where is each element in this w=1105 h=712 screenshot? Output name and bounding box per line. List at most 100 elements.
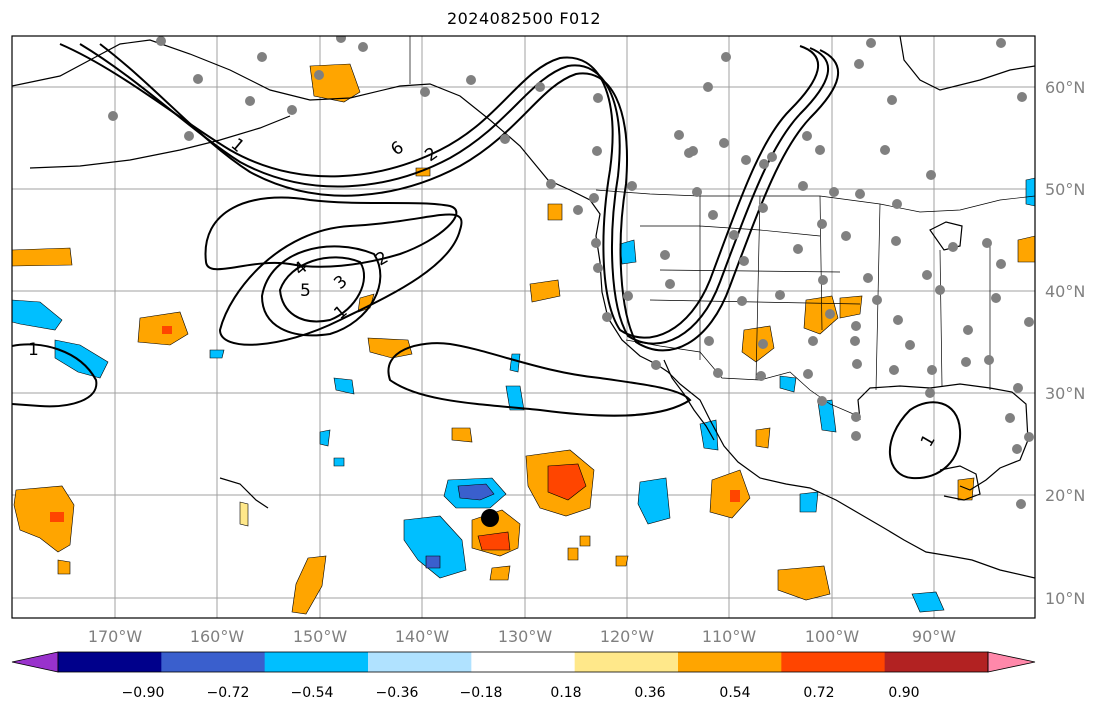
positive-anomaly-region (567, 547, 579, 561)
negative-strong-region (425, 555, 441, 569)
contour-low-ring-3 (218, 213, 463, 346)
positive-strong-region (50, 512, 64, 522)
contour-label: 1 (28, 340, 39, 360)
lon-label: 170°W (88, 627, 143, 646)
positive-light-region (239, 501, 249, 527)
lat-label: 30°N (1045, 384, 1085, 403)
us-canada-border (595, 189, 1035, 213)
aleutian-chain (29, 115, 291, 169)
coastlines (12, 36, 1035, 579)
contour-label: 5 (300, 281, 311, 301)
colorbar-tick-label: 0.90 (888, 685, 919, 701)
lon-label: 140°W (395, 627, 450, 646)
negative-anomaly-region (403, 515, 467, 579)
colorbar-tick-label: 0.72 (803, 685, 834, 701)
colorbar-segment (368, 652, 472, 672)
negative-strong-region (457, 483, 495, 501)
colorbar-segment (161, 652, 266, 672)
negative-anomaly-region (505, 385, 525, 411)
colorbar-segment (264, 652, 369, 672)
positive-anomaly-region (291, 555, 327, 615)
shaded-field (12, 63, 1035, 615)
negative-anomaly-region (799, 491, 819, 513)
hawaii (219, 477, 269, 509)
positive-anomaly-region (451, 427, 473, 443)
positive-anomaly-region (13, 485, 75, 553)
positive-anomaly-region (1017, 235, 1035, 263)
lon-label: 100°W (805, 627, 860, 646)
contour-jet-west-2 (79, 43, 829, 345)
positive-strong-region (547, 463, 587, 501)
lat-label: 60°N (1045, 78, 1085, 97)
longitude-axis: 170°W 160°W 150°W 140°W 130°W 120°W 110°… (88, 627, 956, 646)
contour-west-edge (12, 343, 98, 408)
negative-anomaly-region (209, 349, 225, 359)
lat-label: 40°N (1045, 282, 1085, 301)
positive-anomaly-region (57, 559, 71, 575)
station-dots (108, 36, 1034, 509)
yucatan (939, 465, 981, 501)
positive-anomaly-region (777, 565, 831, 601)
negative-anomaly-region (1025, 177, 1035, 207)
negative-anomaly-region (12, 299, 63, 331)
lon-label: 150°W (293, 627, 348, 646)
negative-anomaly-region (333, 377, 355, 395)
great-lakes (929, 221, 963, 251)
lon-label: 120°W (600, 627, 655, 646)
north-america-west-coast (569, 189, 1035, 579)
positive-anomaly-region (579, 535, 591, 547)
storm-center-marker (481, 509, 499, 527)
positive-anomaly-region (615, 555, 629, 567)
colorbar-segment (678, 652, 782, 672)
colorbar-tick-label: −0.18 (460, 685, 503, 701)
negative-anomaly-region (637, 477, 671, 525)
contour-lines (12, 43, 962, 480)
positive-anomaly-region (547, 203, 563, 221)
positive-anomaly-region (367, 337, 413, 359)
colorbar-tick-label: 0.36 (634, 685, 665, 701)
contour-jet-west-3 (99, 43, 839, 352)
negative-anomaly-region (911, 591, 945, 613)
lon-label: 160°W (190, 627, 245, 646)
map-frame (11, 35, 1036, 619)
contour-jet-west (59, 43, 819, 339)
colorbar-tick-label: −0.54 (291, 685, 334, 701)
gulf-coast (857, 383, 1029, 491)
contour-gulf (888, 401, 962, 480)
latitude-axis: 60°N 50°N 40°N 30°N 20°N 10°N (1045, 78, 1085, 608)
lat-label: 10°N (1045, 589, 1085, 608)
lat-label: 50°N (1045, 180, 1085, 199)
contour-broad-1 (204, 196, 458, 271)
positive-anomaly-region (839, 295, 863, 319)
positive-strong-region (730, 490, 740, 502)
colorbar-extend-high (987, 651, 1036, 673)
colorbar-frame (57, 651, 989, 673)
positive-anomaly-region (529, 279, 561, 303)
colorbar-tick-label: 0.18 (550, 685, 581, 701)
map-title: 2024082500 F012 (446, 9, 602, 28)
negative-anomaly-region (817, 399, 837, 433)
contour-low-ring-2 (260, 245, 382, 337)
negative-anomaly-region (619, 239, 637, 265)
contour-low-ring-1 (278, 256, 365, 323)
colorbar-ticks: −0.90 −0.72 −0.54 −0.36 −0.18 0.18 0.36 … (122, 685, 920, 701)
colorbar-extend-low (11, 651, 59, 673)
colorbar-segment (471, 652, 576, 672)
baja-california (663, 359, 715, 441)
colorbar-segment (781, 652, 886, 672)
contour-east-pacific (387, 342, 692, 417)
colorbar-segment (58, 652, 162, 672)
positive-anomaly-region (803, 295, 839, 335)
lon-label: 110°W (702, 627, 757, 646)
colorbar-tick-label: −0.72 (207, 685, 250, 701)
lon-label: 90°W (912, 627, 956, 646)
negative-anomaly-region (779, 375, 797, 393)
negative-anomaly-region (333, 457, 345, 467)
positive-strong-region (477, 531, 511, 551)
negative-anomaly-region (319, 429, 331, 447)
positive-anomaly-region (489, 565, 511, 581)
colorbar-tick-label: 0.54 (719, 685, 750, 701)
colorbar (11, 651, 1036, 673)
positive-anomaly-region (12, 247, 73, 267)
